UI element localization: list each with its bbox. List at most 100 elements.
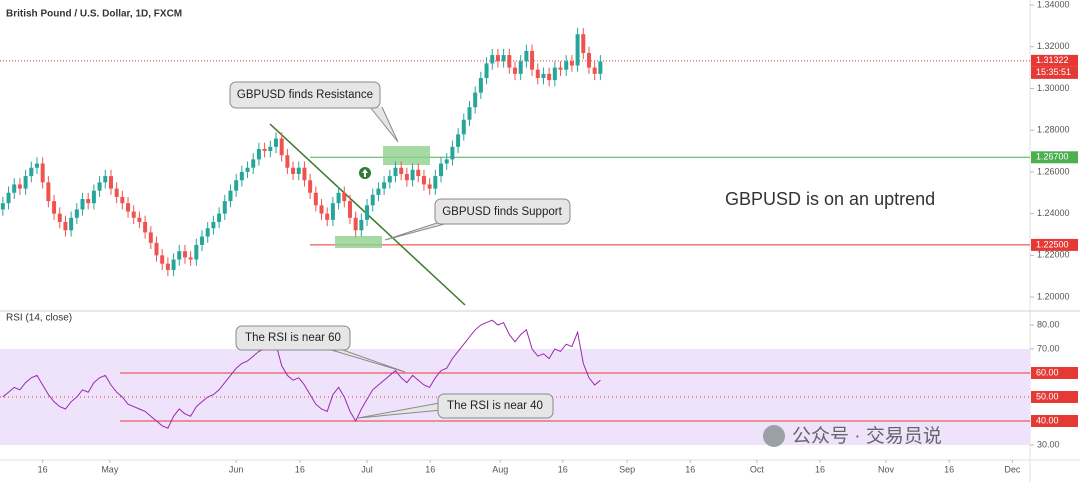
candle-body: [52, 201, 57, 214]
candle-body: [57, 213, 62, 222]
candle-body: [97, 182, 102, 191]
candle-body: [279, 138, 284, 156]
x-tick-label: 16: [38, 464, 48, 474]
x-tick-label: Jun: [229, 464, 244, 474]
price-tag: [1031, 238, 1078, 251]
candle-body: [347, 201, 352, 218]
chart-title: British Pound / U.S. Dollar, 1D, FXCM: [6, 9, 182, 20]
candle-body: [137, 217, 142, 222]
candle-body: [484, 63, 489, 79]
candle-body: [245, 167, 250, 172]
y-tick-label: 1.30000: [1037, 83, 1070, 93]
candle-body: [131, 211, 136, 218]
candle-body: [262, 148, 267, 152]
x-tick-label: Nov: [878, 464, 895, 474]
candle-body: [581, 34, 586, 53]
candle-body: [188, 257, 193, 260]
candle-body: [319, 205, 324, 214]
candle-body: [370, 194, 375, 206]
x-tick-label: 16: [944, 464, 954, 474]
annotation: GBPUSD finds Support: [442, 206, 562, 218]
candle-body: [80, 199, 85, 210]
candle-body: [376, 188, 381, 195]
candle-body: [541, 73, 546, 79]
candle-body: [461, 119, 466, 135]
annotation: GBPUSD is on an uptrend: [725, 189, 935, 209]
candle-body: [564, 61, 569, 70]
candle-body: [126, 203, 131, 212]
annotation: GBPUSD finds Resistance: [237, 89, 373, 101]
callout-pointer: [384, 221, 453, 241]
candle-body: [86, 199, 91, 204]
resistance-zone: [383, 146, 430, 165]
candle-body: [359, 219, 364, 231]
candle-body: [251, 159, 256, 168]
callout-box: [235, 325, 351, 351]
candle-body: [507, 55, 512, 68]
candle-body: [0, 203, 5, 210]
price-tag-label: 1.31322: [1036, 55, 1069, 65]
callout-pointer: [327, 348, 406, 373]
candle-body: [74, 209, 79, 218]
candle-body: [154, 242, 159, 256]
x-tick-label: 16: [685, 464, 695, 474]
candle-body: [177, 251, 182, 260]
candle-body: [353, 217, 358, 231]
candle-body: [69, 217, 74, 231]
candle-body: [34, 163, 39, 168]
price-tag: [1031, 54, 1078, 67]
candle-body: [23, 176, 28, 189]
candle-body: [308, 180, 313, 193]
candle-body: [433, 176, 438, 189]
candle-body: [211, 221, 216, 229]
y-tick-label: 1.20000: [1037, 291, 1070, 301]
x-tick-label: Sep: [619, 464, 635, 474]
candle-body: [120, 196, 125, 204]
up-arrow: [362, 169, 368, 177]
y-tick-label: 1.24000: [1037, 208, 1070, 218]
candle-body: [296, 167, 301, 174]
x-tick-label: Jul: [361, 464, 373, 474]
price-tag-label: 1.22500: [1036, 239, 1069, 249]
candle-body: [387, 176, 392, 183]
candle-body: [12, 184, 17, 193]
candle-body: [114, 188, 119, 197]
candle-body: [495, 55, 500, 62]
candle-body: [530, 50, 535, 70]
candle-body: [313, 192, 318, 206]
candle-body: [256, 148, 261, 160]
candle-body: [205, 228, 210, 237]
watermark: 公众号 · 交易员说: [792, 425, 942, 447]
candle-body: [222, 201, 227, 214]
candle-body: [592, 67, 597, 74]
candle-body: [330, 203, 335, 220]
callout-pointer: [357, 401, 446, 419]
candle-body: [365, 205, 370, 220]
candle-body: [524, 50, 529, 62]
candle-body: [598, 61, 603, 74]
support-zone: [335, 236, 382, 248]
candle-body: [404, 173, 409, 181]
candle-body: [382, 182, 387, 189]
x-tick-label: Aug: [492, 464, 508, 474]
candle-body: [558, 67, 563, 70]
price-tag-label: 40.00: [1036, 415, 1059, 425]
candle-body: [200, 236, 205, 245]
x-tick-label: 16: [815, 464, 825, 474]
y-tick-label: 80.00: [1037, 319, 1060, 329]
candle-body: [148, 232, 153, 243]
candle-body: [103, 176, 108, 183]
candle-body: [421, 176, 426, 185]
candle-body: [171, 259, 176, 270]
candle-body: [182, 251, 187, 258]
candle-body: [342, 192, 347, 202]
candle-body: [46, 182, 51, 202]
candle-body: [160, 255, 165, 264]
candle-body: [336, 192, 341, 204]
candle-body: [291, 167, 296, 174]
callout-pointer: [369, 106, 399, 143]
candle-body: [143, 221, 148, 233]
candle-body: [63, 221, 68, 231]
candle-body: [439, 163, 444, 177]
